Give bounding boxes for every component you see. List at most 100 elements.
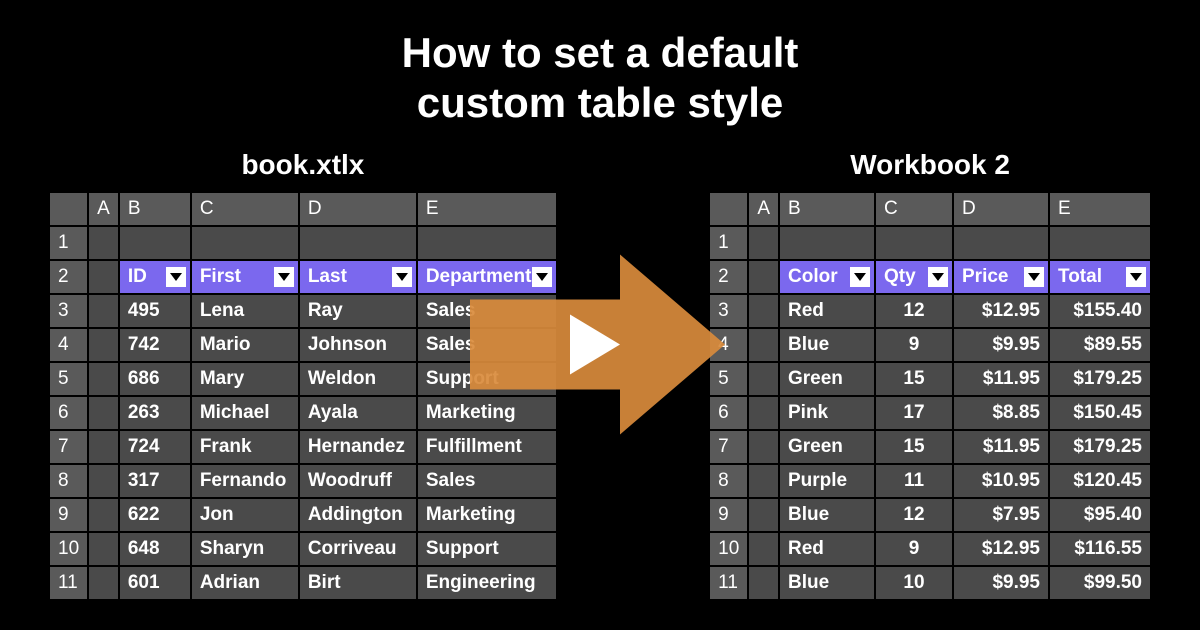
- empty-cell[interactable]: [299, 226, 417, 260]
- row-header[interactable]: 9: [709, 498, 748, 532]
- table-cell[interactable]: $179.25: [1049, 362, 1151, 396]
- empty-cell[interactable]: [748, 464, 779, 498]
- col-header[interactable]: B: [119, 192, 191, 226]
- col-header[interactable]: A: [748, 192, 779, 226]
- table-cell[interactable]: Blue: [779, 566, 875, 600]
- table-cell[interactable]: 622: [119, 498, 191, 532]
- table-cell[interactable]: Fulfillment: [417, 430, 557, 464]
- table-cell[interactable]: Sales: [417, 464, 557, 498]
- table-cell[interactable]: $179.25: [1049, 430, 1151, 464]
- table-cell[interactable]: Hernandez: [299, 430, 417, 464]
- table-cell[interactable]: Red: [779, 532, 875, 566]
- table-cell[interactable]: Lena: [191, 294, 299, 328]
- row-header[interactable]: 8: [709, 464, 748, 498]
- table-cell[interactable]: Mary: [191, 362, 299, 396]
- row-header[interactable]: 7: [709, 430, 748, 464]
- col-header[interactable]: C: [191, 192, 299, 226]
- col-header[interactable]: E: [1049, 192, 1151, 226]
- table-cell[interactable]: Marketing: [417, 498, 557, 532]
- filter-dropdown-icon[interactable]: [274, 267, 294, 287]
- empty-cell[interactable]: [748, 498, 779, 532]
- table-cell[interactable]: Sharyn: [191, 532, 299, 566]
- table-cell[interactable]: Blue: [779, 328, 875, 362]
- table-cell[interactable]: 263: [119, 396, 191, 430]
- table-cell[interactable]: 742: [119, 328, 191, 362]
- row-header[interactable]: 7: [49, 430, 88, 464]
- table-cell[interactable]: Jon: [191, 498, 299, 532]
- empty-cell[interactable]: [88, 566, 119, 600]
- table-cell[interactable]: Birt: [299, 566, 417, 600]
- empty-cell[interactable]: [88, 498, 119, 532]
- row-header[interactable]: 1: [709, 226, 748, 260]
- table-header-cell[interactable]: Department: [417, 260, 557, 294]
- col-header[interactable]: A: [88, 192, 119, 226]
- table-cell[interactable]: 11: [875, 464, 953, 498]
- empty-cell[interactable]: [88, 396, 119, 430]
- table-header-cell[interactable]: Price: [953, 260, 1049, 294]
- row-header[interactable]: 11: [709, 566, 748, 600]
- table-cell[interactable]: Johnson: [299, 328, 417, 362]
- table-cell[interactable]: $7.95: [953, 498, 1049, 532]
- col-header[interactable]: D: [953, 192, 1049, 226]
- empty-cell[interactable]: [88, 532, 119, 566]
- table-cell[interactable]: Pink: [779, 396, 875, 430]
- table-cell[interactable]: 10: [875, 566, 953, 600]
- empty-cell[interactable]: [88, 260, 119, 294]
- empty-cell[interactable]: [88, 226, 119, 260]
- table-header-cell[interactable]: Last: [299, 260, 417, 294]
- table-cell[interactable]: 601: [119, 566, 191, 600]
- empty-cell[interactable]: [748, 566, 779, 600]
- empty-cell[interactable]: [779, 226, 875, 260]
- table-header-cell[interactable]: First: [191, 260, 299, 294]
- table-cell[interactable]: Ayala: [299, 396, 417, 430]
- filter-dropdown-icon[interactable]: [392, 267, 412, 287]
- table-header-cell[interactable]: Color: [779, 260, 875, 294]
- table-header-cell[interactable]: Qty: [875, 260, 953, 294]
- table-cell[interactable]: Fernando: [191, 464, 299, 498]
- empty-cell[interactable]: [953, 226, 1049, 260]
- table-cell[interactable]: $116.55: [1049, 532, 1151, 566]
- table-cell[interactable]: 317: [119, 464, 191, 498]
- col-header[interactable]: C: [875, 192, 953, 226]
- row-header[interactable]: 10: [49, 532, 88, 566]
- filter-dropdown-icon[interactable]: [850, 267, 870, 287]
- table-cell[interactable]: Weldon: [299, 362, 417, 396]
- table-cell[interactable]: $155.40: [1049, 294, 1151, 328]
- empty-cell[interactable]: [1049, 226, 1151, 260]
- empty-cell[interactable]: [88, 294, 119, 328]
- table-cell[interactable]: Frank: [191, 430, 299, 464]
- row-header[interactable]: 6: [49, 396, 88, 430]
- row-header[interactable]: 3: [709, 294, 748, 328]
- table-cell[interactable]: 12: [875, 498, 953, 532]
- row-header[interactable]: 5: [709, 362, 748, 396]
- table-cell[interactable]: 686: [119, 362, 191, 396]
- table-cell[interactable]: Ray: [299, 294, 417, 328]
- row-header[interactable]: 6: [709, 396, 748, 430]
- empty-cell[interactable]: [748, 294, 779, 328]
- table-cell[interactable]: Green: [779, 362, 875, 396]
- table-cell[interactable]: $8.85: [953, 396, 1049, 430]
- table-cell[interactable]: $150.45: [1049, 396, 1151, 430]
- row-header[interactable]: 8: [49, 464, 88, 498]
- row-header[interactable]: 1: [49, 226, 88, 260]
- table-cell[interactable]: Blue: [779, 498, 875, 532]
- table-cell[interactable]: 495: [119, 294, 191, 328]
- table-cell[interactable]: Engineering: [417, 566, 557, 600]
- table-cell[interactable]: 17: [875, 396, 953, 430]
- table-cell[interactable]: $12.95: [953, 294, 1049, 328]
- table-cell[interactable]: $11.95: [953, 430, 1049, 464]
- table-cell[interactable]: Mario: [191, 328, 299, 362]
- table-cell[interactable]: 9: [875, 532, 953, 566]
- table-cell[interactable]: Adrian: [191, 566, 299, 600]
- table-cell[interactable]: Red: [779, 294, 875, 328]
- table-cell[interactable]: Support: [417, 532, 557, 566]
- row-header[interactable]: 2: [709, 260, 748, 294]
- table-cell[interactable]: 9: [875, 328, 953, 362]
- row-header[interactable]: 3: [49, 294, 88, 328]
- table-cell[interactable]: Sales: [417, 328, 557, 362]
- filter-dropdown-icon[interactable]: [1024, 267, 1044, 287]
- table-cell[interactable]: Michael: [191, 396, 299, 430]
- empty-cell[interactable]: [748, 260, 779, 294]
- table-cell[interactable]: 724: [119, 430, 191, 464]
- table-cell[interactable]: Corriveau: [299, 532, 417, 566]
